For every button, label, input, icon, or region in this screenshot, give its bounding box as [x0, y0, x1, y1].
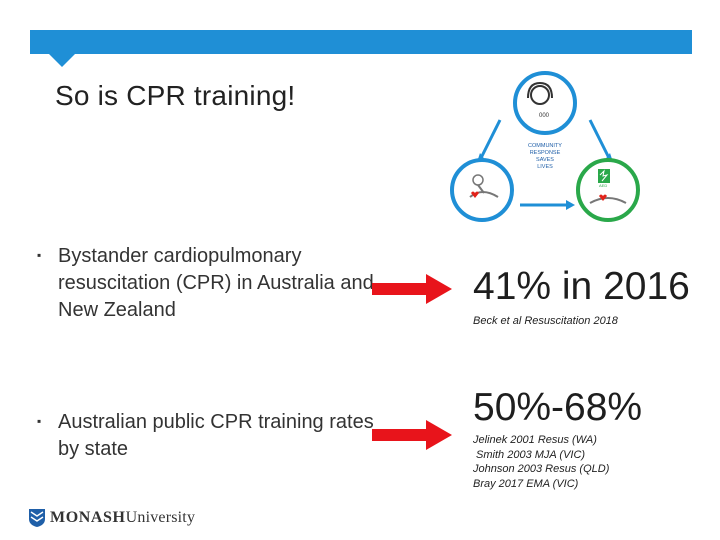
right-arrow-icon [372, 420, 452, 450]
svg-text:COMMUNITY: COMMUNITY [528, 143, 562, 149]
bullet-marker: ▪ [37, 414, 42, 428]
logo-wordmark: MONASHUniversity [50, 509, 196, 526]
reference-item: Jelinek 2001 Resus (WA) [473, 434, 597, 446]
cycle-arrow-left [478, 119, 502, 161]
svg-text:AED: AED [599, 183, 607, 188]
bullet-marker: ▪ [37, 248, 42, 262]
reference-item: Beck et al Resuscitation 2018 [473, 315, 618, 327]
svg-text:RESPONSE: RESPONSE [530, 150, 561, 156]
right-arrow-icon [372, 274, 452, 304]
community-response-graphic: 000 COMMUNITY RESPONSE SAVES LIVES AED [450, 71, 640, 222]
reference-item: Bray 2017 EMA (VIC) [473, 477, 579, 490]
stat-value: 50%-68% [473, 386, 643, 429]
reference-list: Jelinek 2001 Resus (WA) Smith 2003 MJA (… [473, 433, 609, 491]
cpr-icon [469, 174, 499, 198]
bullet-text: Australian public CPR training rates by … [58, 411, 374, 460]
reference-item: Smith 2003 MJA (VIC) [473, 448, 586, 461]
operator-icon [530, 85, 550, 105]
bullet-training-rates: ▪ Australian public CPR training rates b… [37, 409, 378, 463]
bullet-text: Bystander cardiopulmonary resuscitation … [58, 245, 374, 321]
center-label: COMMUNITY RESPONSE SAVES LIVES [528, 143, 562, 170]
svg-text:LIVES: LIVES [537, 164, 553, 170]
aed-circle [576, 158, 640, 222]
cycle-arrow-right [588, 119, 612, 161]
svg-text:SAVES: SAVES [536, 157, 554, 163]
monash-shield-icon [29, 509, 45, 527]
reference-item: Johnson 2003 Resus (QLD) [473, 463, 610, 475]
phone-label: 000 [539, 113, 550, 119]
header-bar-notch [48, 53, 76, 67]
slide-title: So is CPR training! [55, 80, 296, 111]
bullet-bystander-cpr: ▪ Bystander cardiopulmonary resuscitatio… [37, 243, 378, 324]
header-bar [30, 30, 692, 54]
aed-icon: AED [589, 169, 627, 204]
stat-value: 41% in 2016 [473, 265, 690, 308]
monash-logo: MONASHUniversity [28, 507, 195, 529]
reference-list: Beck et al Resuscitation 2018 [473, 314, 618, 329]
